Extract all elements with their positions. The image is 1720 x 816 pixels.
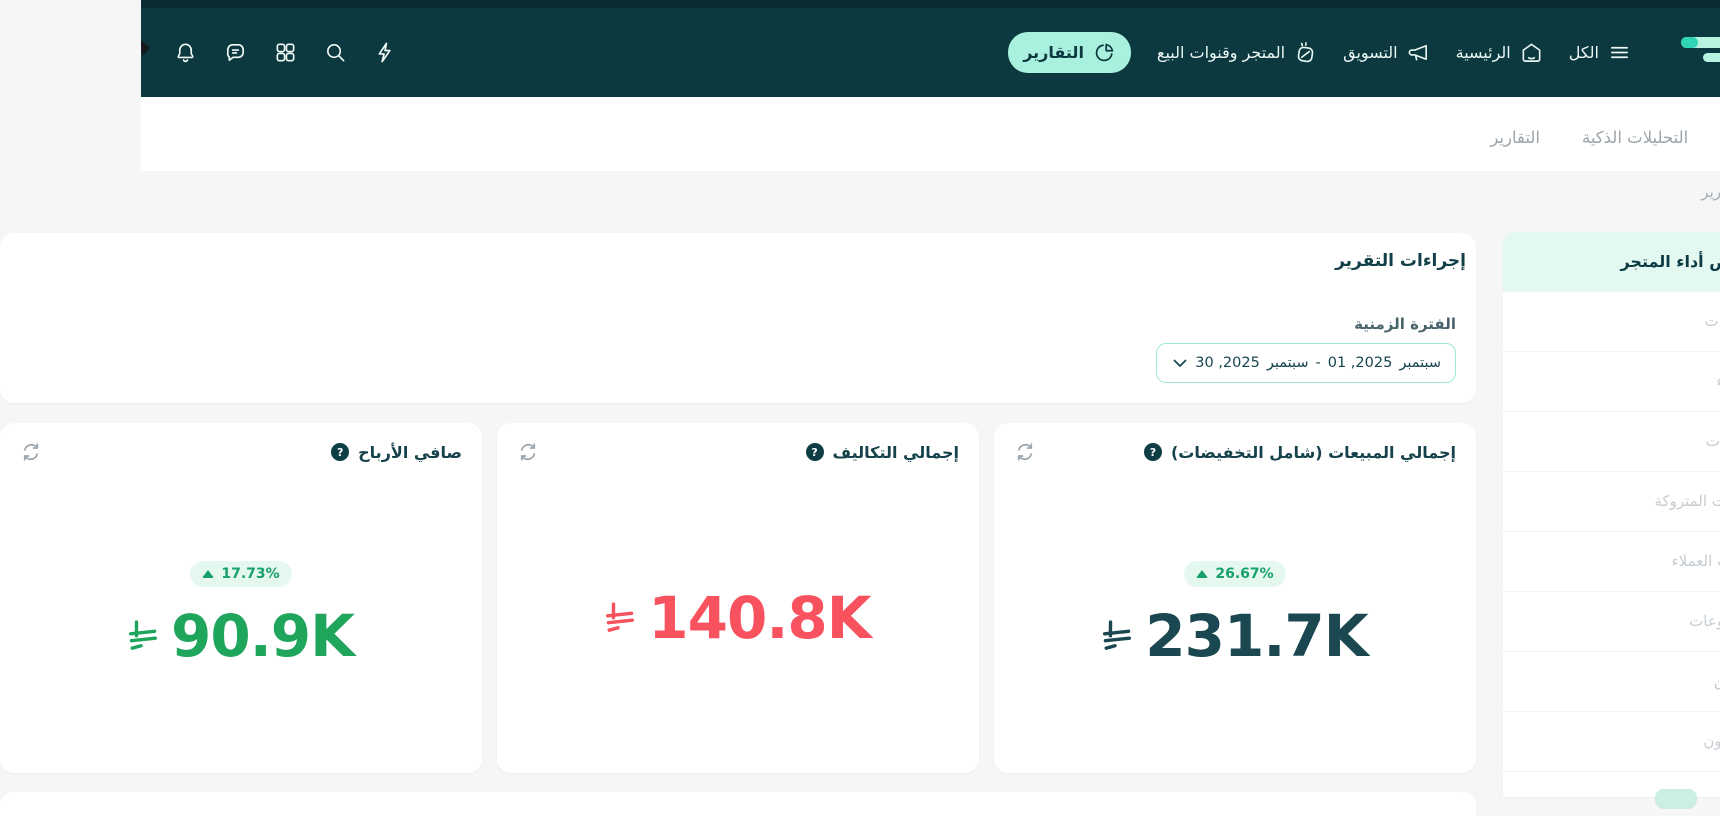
chevron-down-icon [1032,359,1046,368]
sidebar-item-wishlists[interactable]: أمنيات العملاء [1362,532,1634,592]
menu-item-label: التسويق [1202,43,1256,62]
help-icon[interactable]: ? [1003,443,1021,461]
store-logo[interactable] [1534,22,1620,74]
menu-item-reports-active[interactable]: التقارير [867,32,990,73]
store-logo-icon [1534,22,1620,74]
metric-value-row: 90.9K [0,607,213,665]
sidebar-item-customers[interactable]: العملاء [1362,352,1634,412]
breadcrumb-current-store-performance: أداء المتجر [1635,183,1713,201]
date-range-separator: - [1175,355,1180,371]
section-tabs-bar: أداء المتجر التحليلات الذكية التقارير [0,97,1720,171]
storefront-icon [1153,41,1176,64]
tab-reports[interactable]: التقارير [1347,122,1401,159]
date-range-select[interactable]: سبتمبر 01 ,2025 - سبتمبر 30 ,2025 [1015,343,1315,383]
date-start-month: سبتمبر [1258,355,1300,371]
megaphone-icon [1266,41,1289,64]
saudi-riyal-icon [0,618,17,654]
refresh-icon[interactable] [376,441,398,463]
metric-value-row: 140.8K [464,589,729,647]
menu-item-store-channels[interactable]: المتجر وقنوات البيع [1016,41,1176,64]
metric-card-title: صافي الأرباح [217,443,321,462]
section-tabs: أداء المتجر التحليلات الذكية التقارير [1347,97,1677,171]
cursor-artifact [0,40,9,58]
metric-cards-row: إجمالي المبيعات (شامل التخفيضات) ? 26.67… [0,423,1335,773]
saudi-riyal-icon [961,618,991,654]
sidebar-item-visits[interactable]: الزيارات [1362,412,1634,472]
menu-icon [1467,41,1490,64]
metric-card-total-costs: إجمالي التكاليف ? [356,423,838,773]
tab-store-performance[interactable]: أداء المتجر [1587,122,1677,159]
report-actions-title: إجراءات التقرير [0,233,1335,271]
metric-card-total-sales: إجمالي المبيعات (شامل التخفيضات) ? 26.67… [853,423,1335,773]
search-icon[interactable] [183,41,206,64]
main-menu: الكل الرئيسية التسويق [867,8,1490,97]
menu-item-label: المتجر وقنوات البيع [1016,43,1144,62]
menu-item-home[interactable]: الرئيسية [1315,41,1402,64]
date-end-month: سبتمبر [1126,355,1168,371]
notifications-bell-icon[interactable] [33,41,56,64]
menu-item-label: الكل [1428,43,1458,62]
pie-chart-icon [952,41,975,64]
report-actions-panel: إجراءات التقرير الفترة الزمنية سبتمبر 01… [0,233,1335,403]
help-icon[interactable]: ? [190,443,208,461]
metric-value: 231.7K [1004,607,1226,665]
menu-item-label: التقارير [882,43,943,62]
metric-value-row: 231.7K [961,607,1226,665]
breadcrumb-parent-reports[interactable]: التقارير [1560,183,1605,201]
trend-up-icon [1055,570,1067,578]
metric-value: 140.8K [507,589,729,647]
saudi-riyal-icon [464,600,494,636]
report-sections-sidebar: ملخص أداء المتجر المبيعات العملاء الزيار… [1362,232,1634,797]
home-icon [1379,41,1402,64]
menu-item-marketing[interactable]: التسويق [1202,41,1288,64]
shortcuts-lightning-icon[interactable] [233,41,256,64]
sidebar-item-shipping[interactable]: الشحن [1362,652,1634,712]
metric-card-title: إجمالي التكاليف [692,443,818,462]
navbar-top-strip [0,0,1720,8]
navbar-actions [33,8,256,97]
sidebar-item-inventory[interactable]: المخزون [1362,712,1634,772]
sidebar-item-payments[interactable]: المدفوعات [1362,592,1634,652]
breadcrumb: التقارير › أداء المتجر [1560,183,1713,201]
menu-item-all[interactable]: الكل [1428,41,1490,64]
period-label: الفترة الزمنية [0,315,1315,333]
metric-card-net-profit: صافي الأرباح ? 17.73% [0,423,341,773]
metric-card-title: إجمالي المبيعات (شامل التخفيضات) [1030,443,1315,462]
store-performance-dashboard: { "page_title": "أداء المتجر", "navbar":… [0,0,1720,797]
breadcrumb-separator-icon: › [1617,184,1623,200]
date-end-day-year: 30 ,2025 [1054,355,1119,371]
apps-grid-icon[interactable] [133,41,156,64]
change-value: 17.73% [80,566,138,582]
sidebar-badge-partial [1514,789,1556,809]
change-badge: 26.67% [1043,561,1144,587]
change-value: 26.67% [1074,566,1132,582]
messages-chat-icon[interactable] [83,41,106,64]
date-start-day-year: 01 ,2025 [1187,355,1252,371]
top-navbar: الكل الرئيسية التسويق [0,0,1720,97]
next-section-card-partial [0,792,1335,816]
tab-smart-analytics[interactable]: التحليلات الذكية [1439,122,1549,159]
trend-up-icon [61,570,73,578]
change-badge: 17.73% [49,561,150,587]
help-icon[interactable]: ? [665,443,683,461]
sidebar-item-abandoned-carts[interactable]: السلات المتروكة [1362,472,1634,532]
menu-item-label: الرئيسية [1315,43,1370,62]
sidebar-item-summary-active[interactable]: ملخص أداء المتجر [1362,232,1634,292]
sidebar-item-sales[interactable]: المبيعات [1362,292,1634,352]
metric-value: 90.9K [30,607,213,665]
refresh-icon[interactable] [873,441,895,463]
